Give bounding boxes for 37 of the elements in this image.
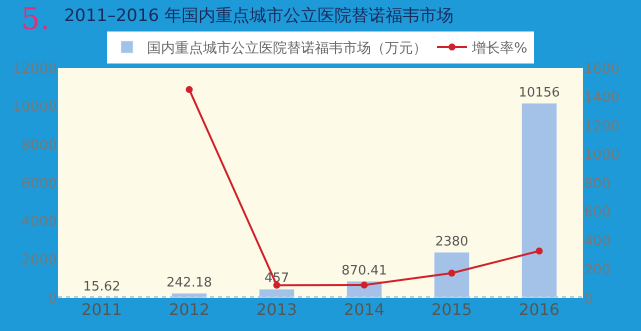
y-tick-label: 2000 (21, 252, 57, 269)
legend-label: 国内重点城市公立医院替诺福韦市场（万元） (147, 40, 427, 56)
data-label: 2380 (435, 234, 468, 250)
y2-tick-label: 800 (584, 176, 611, 192)
data-label: 15.62 (83, 280, 120, 295)
y2-tick-label: 1400 (584, 90, 620, 106)
bar (434, 252, 470, 298)
y-tick-label: 0 (48, 290, 57, 307)
y-tick-label: 10000 (12, 99, 57, 116)
x-tick-label: 2014 (344, 300, 385, 319)
x-tick-label: 2013 (256, 300, 298, 319)
data-label: 242.18 (166, 275, 212, 290)
point (360, 282, 368, 289)
y-tick-label: 8000 (21, 138, 57, 154)
y2-tick-label: 200 (584, 262, 611, 278)
x-tick-label: 2016 (518, 300, 560, 319)
text: 5. (21, 2, 50, 37)
y2-tick-label: 400 (584, 233, 611, 250)
data-label: 870.41 (342, 263, 387, 278)
x-tick-label: 2011 (81, 300, 122, 319)
y-tick-label: 4000 (21, 214, 57, 230)
point (536, 247, 543, 254)
y2-tick-label: 1000 (584, 147, 620, 164)
point (448, 270, 456, 277)
y2-tick-label: 0 (584, 290, 593, 307)
legend-label: 增长率% (471, 40, 528, 56)
x-tick-label: 2015 (431, 300, 472, 319)
data-label: 10156 (518, 85, 560, 100)
y2-tick-label: 1200 (584, 118, 620, 134)
y2-tick-label: 600 (584, 204, 611, 221)
y-tick-label: 12000 (12, 60, 57, 77)
chart-title: 2011–2016 年国内重点城市公立医院替诺福韦市场 (64, 6, 454, 26)
y-tick-label: 6000 (21, 176, 57, 192)
point (186, 86, 193, 94)
x-tick-label: 2012 (168, 300, 210, 319)
y2-tick-label: 1600 (584, 60, 620, 77)
bar (522, 103, 557, 298)
